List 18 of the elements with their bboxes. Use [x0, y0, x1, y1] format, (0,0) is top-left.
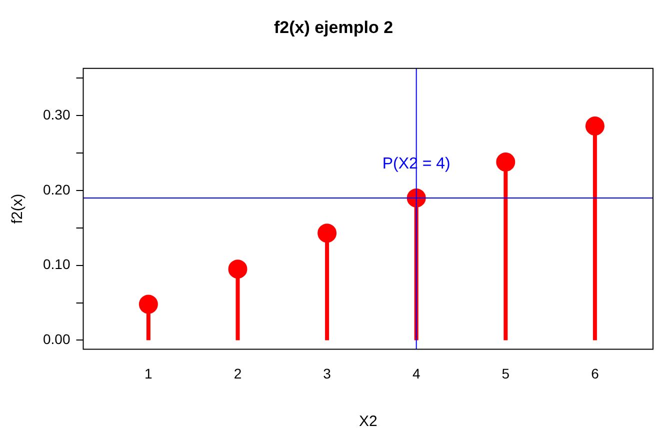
y-tick-label: 0.00: [43, 331, 70, 348]
x-tick-label: 5: [502, 365, 510, 382]
y-tick-label: 0.20: [43, 181, 70, 198]
chart-title: f2(x) ejemplo 2: [274, 18, 394, 37]
point: [138, 294, 158, 314]
point: [228, 260, 248, 279]
point: [496, 152, 516, 172]
x-axis-title: X2: [358, 413, 378, 430]
y-tick-label: 0.30: [43, 106, 70, 122]
y-tick-label: 0.10: [43, 256, 70, 272]
x-tick-label: 3: [323, 365, 332, 382]
point: [585, 116, 604, 136]
x-tick-label: 2: [234, 365, 242, 382]
point: [318, 224, 337, 243]
x-tick-label: 1: [144, 365, 153, 382]
x-tick-label: 4: [412, 365, 420, 382]
y-axis-title: f2(x): [9, 194, 26, 224]
x-tick-label: 6: [591, 365, 600, 382]
